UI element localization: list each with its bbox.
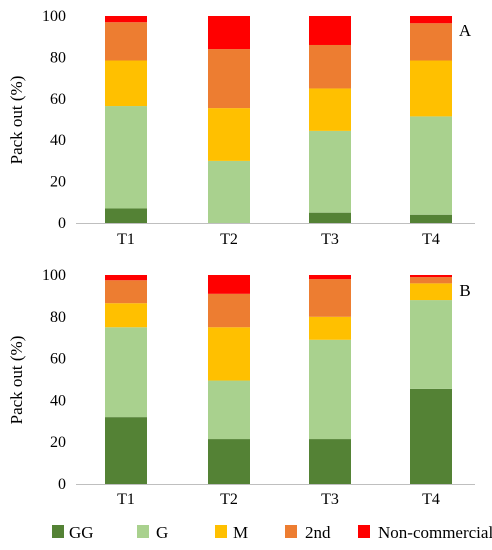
y-tick-label-2-100: 100 bbox=[42, 267, 66, 284]
bar-2-t1-m bbox=[105, 303, 147, 328]
x-tick-label-2-t3: T3 bbox=[321, 491, 339, 508]
y-tick-label-1-40: 40 bbox=[50, 132, 66, 149]
bar-1-t4-gg bbox=[410, 214, 452, 223]
legend-swatch-2nd bbox=[285, 525, 297, 538]
x-tick-label-2-t2: T2 bbox=[220, 491, 238, 508]
x-tick-label-2-t4: T4 bbox=[422, 491, 440, 508]
bar-1-t3-non-commercial bbox=[309, 16, 351, 45]
x-tick-label-1-t1: T1 bbox=[117, 231, 135, 248]
bar-2-t4-g bbox=[410, 300, 452, 389]
x-tick-label-2-t1: T1 bbox=[117, 491, 135, 508]
y-axis-title-2: Pack out (%) bbox=[7, 336, 26, 425]
bar-1-t4-m bbox=[410, 60, 452, 117]
bar-1-t3-gg bbox=[309, 212, 351, 223]
bar-1-t2-m bbox=[208, 108, 250, 161]
bar-1-t1-m bbox=[105, 60, 147, 107]
legend-label-2nd: 2nd bbox=[305, 523, 331, 542]
bar-2-t4-gg bbox=[410, 388, 452, 484]
bar-2-t1-g bbox=[105, 327, 147, 418]
bar-1-t2-non-commercial bbox=[208, 16, 250, 50]
x-tick-label-1-t3: T3 bbox=[321, 231, 339, 248]
y-axis-title-1: Pack out (%) bbox=[7, 76, 26, 165]
y-tick-label-2-20: 20 bbox=[50, 434, 66, 451]
legend-label-non-commercial: Non-commercial bbox=[378, 523, 492, 542]
y-tick-label-2-40: 40 bbox=[50, 392, 66, 409]
legend-swatch-m bbox=[215, 525, 227, 538]
bar-1-t2-g bbox=[208, 160, 250, 223]
bar-1-t2-2nd bbox=[208, 49, 250, 109]
bar-2-t3-g bbox=[309, 339, 351, 440]
bar-2-t2-g bbox=[208, 380, 250, 440]
x-tick-label-1-t2: T2 bbox=[220, 231, 238, 248]
legend-swatch-gg bbox=[52, 525, 64, 538]
bar-1-t3-m bbox=[309, 88, 351, 131]
y-tick-label-1-100: 100 bbox=[42, 8, 66, 25]
bar-2-t3-2nd bbox=[309, 279, 351, 317]
panel-label-1: A bbox=[459, 21, 472, 40]
y-tick-label-1-60: 60 bbox=[50, 91, 66, 108]
bar-2-t1-gg bbox=[105, 417, 147, 484]
legend-label-g: G bbox=[156, 523, 168, 542]
panel-label-2: B bbox=[459, 281, 470, 300]
legend-label-gg: GG bbox=[69, 523, 94, 542]
bar-2-t2-non-commercial bbox=[208, 275, 250, 294]
legend-label-m: M bbox=[233, 523, 248, 542]
bar-1-t1-non-commercial bbox=[105, 16, 147, 23]
bar-1-t3-g bbox=[309, 130, 351, 213]
y-tick-label-1-80: 80 bbox=[50, 49, 66, 66]
bar-1-t1-gg bbox=[105, 208, 147, 223]
bar-1-t4-2nd bbox=[410, 23, 452, 61]
bar-2-t3-m bbox=[309, 316, 351, 340]
bar-2-t2-2nd bbox=[208, 293, 250, 328]
bar-1-t3-2nd bbox=[309, 44, 351, 89]
bar-2-t4-m bbox=[410, 283, 452, 301]
legend-swatch-g bbox=[137, 525, 149, 538]
bar-2-t2-m bbox=[208, 327, 250, 381]
bar-1-t1-g bbox=[105, 106, 147, 209]
bar-2-t1-2nd bbox=[105, 280, 147, 304]
bar-2-t3-non-commercial bbox=[309, 275, 351, 280]
y-tick-label-2-60: 60 bbox=[50, 351, 66, 368]
bar-1-t1-2nd bbox=[105, 22, 147, 61]
bar-2-t1-non-commercial bbox=[105, 275, 147, 281]
y-tick-label-1-0: 0 bbox=[58, 215, 66, 232]
bar-2-t4-2nd bbox=[410, 277, 452, 284]
y-tick-label-1-20: 20 bbox=[50, 174, 66, 191]
bar-2-t3-gg bbox=[309, 439, 351, 484]
legend-swatch-non-commercial bbox=[358, 525, 370, 538]
bar-2-t2-gg bbox=[208, 439, 250, 484]
bar-2-t4-non-commercial bbox=[410, 275, 452, 278]
bar-1-t4-g bbox=[410, 116, 452, 215]
y-tick-label-2-80: 80 bbox=[50, 309, 66, 326]
y-tick-label-2-0: 0 bbox=[58, 476, 66, 493]
bar-1-t4-non-commercial bbox=[410, 16, 452, 24]
x-tick-label-1-t4: T4 bbox=[422, 231, 440, 248]
